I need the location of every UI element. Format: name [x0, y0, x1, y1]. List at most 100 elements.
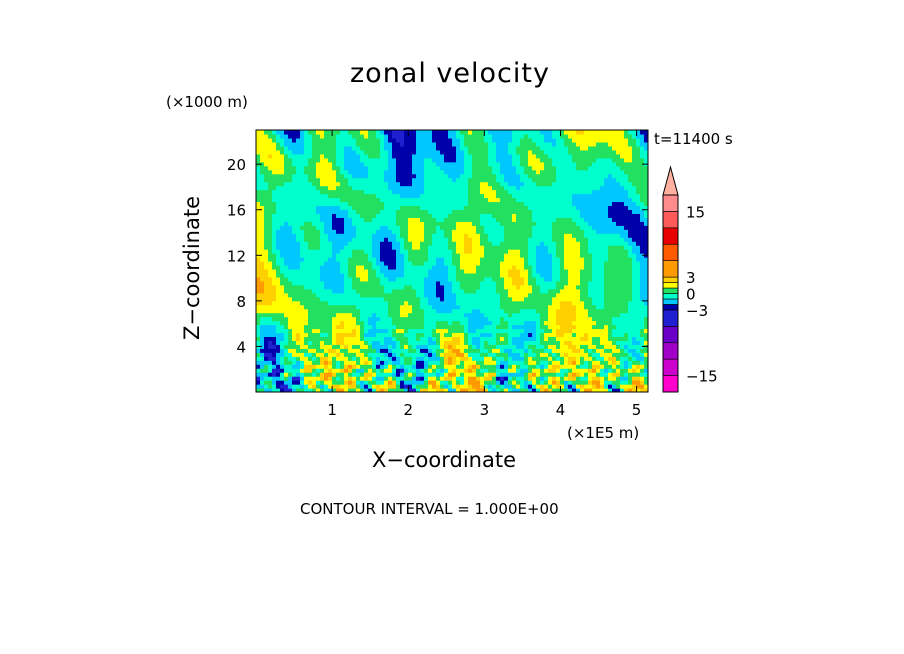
field-cell [264, 149, 269, 155]
field-cell [432, 221, 437, 226]
field-cell [464, 304, 469, 310]
field-cell [380, 332, 385, 338]
field-cell [284, 229, 289, 234]
field-cell [524, 253, 529, 258]
field-cell [484, 320, 489, 326]
field-cell [548, 165, 553, 171]
field-cell [344, 193, 349, 199]
field-cell [540, 340, 545, 345]
field-cell [496, 145, 501, 151]
field-cell [532, 332, 537, 338]
field-cell [452, 328, 457, 334]
field-cell [480, 145, 485, 151]
field-cell [384, 130, 389, 135]
field-cell [268, 221, 273, 226]
field-cell [448, 272, 453, 278]
field-cell [456, 130, 461, 135]
field-cell [304, 130, 309, 135]
field-cell [496, 141, 501, 147]
field-cell [368, 149, 373, 155]
field-cell [288, 368, 293, 373]
field-cell [372, 165, 377, 171]
field-cell [312, 300, 317, 306]
field-cell [472, 328, 477, 334]
field-cell [352, 272, 357, 278]
field-cell [544, 261, 549, 266]
field-cell [328, 241, 333, 246]
field-cell [520, 304, 525, 310]
field-cell [472, 380, 477, 385]
field-cell [272, 364, 277, 369]
field-cell [400, 249, 405, 254]
field-cell [536, 264, 541, 270]
field-cell [508, 296, 513, 302]
field-cell [268, 185, 273, 191]
field-cell [512, 376, 517, 381]
field-cell [340, 217, 345, 222]
field-cell [264, 209, 269, 214]
field-cell [544, 217, 549, 222]
field-cell [520, 193, 525, 199]
field-cell [284, 316, 289, 322]
field-cell [424, 312, 429, 318]
field-cell [312, 320, 317, 326]
field-cell [408, 157, 413, 163]
field-cell [504, 272, 509, 278]
field-cell [344, 344, 349, 349]
field-cell [496, 296, 501, 302]
field-cell [292, 312, 297, 318]
field-cell [480, 348, 485, 353]
field-cell [320, 328, 325, 334]
field-cell [420, 229, 425, 234]
field-cell [424, 324, 429, 330]
field-cell [412, 233, 417, 238]
field-cell [352, 364, 357, 369]
field-cell [272, 233, 277, 238]
field-cell [544, 189, 549, 195]
field-cell [324, 181, 329, 187]
field-cell [480, 328, 485, 334]
field-cell [504, 145, 509, 151]
field-cell [488, 153, 493, 159]
field-cell [444, 133, 449, 139]
field-cell [296, 225, 301, 230]
field-cell [456, 205, 461, 210]
field-cell [456, 185, 461, 191]
field-cell [372, 213, 377, 218]
field-cell [412, 261, 417, 266]
field-cell [536, 288, 541, 294]
field-cell [432, 217, 437, 222]
field-cell [508, 304, 513, 310]
field-cell [484, 364, 489, 369]
field-cell [264, 316, 269, 322]
field-cell [452, 130, 457, 135]
field-cell [388, 356, 393, 361]
field-cell [376, 280, 381, 286]
field-cell [328, 189, 333, 195]
field-cell [528, 336, 533, 341]
field-cell [548, 245, 553, 250]
field-cell [292, 177, 297, 183]
field-cell [400, 376, 405, 381]
field-cell [356, 177, 361, 183]
field-cell [284, 141, 289, 147]
field-cell [256, 360, 261, 365]
field-cell [416, 141, 421, 147]
field-cell [424, 292, 429, 298]
field-cell [324, 137, 329, 143]
field-cell [360, 280, 365, 286]
field-cell [256, 193, 261, 199]
field-cell [436, 257, 441, 262]
field-cell [428, 149, 433, 155]
field-cell [376, 272, 381, 278]
field-cell [372, 261, 377, 266]
field-cell [556, 268, 561, 274]
field-cell [368, 332, 373, 338]
field-cell [500, 249, 505, 254]
field-cell [304, 332, 309, 338]
field-cell [312, 344, 317, 349]
field-cell [308, 257, 313, 262]
field-cell [332, 233, 337, 238]
field-cell [396, 352, 401, 357]
field-cell [468, 173, 473, 179]
